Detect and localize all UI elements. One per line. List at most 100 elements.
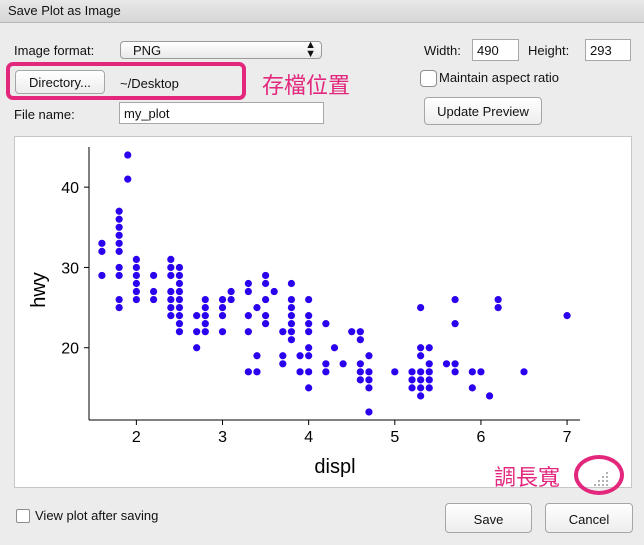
data-point [175,303,184,312]
directory-annotation: 存檔位置 [262,74,351,99]
data-point [408,368,416,376]
data-point [115,263,123,272]
data-point [253,352,261,360]
data-point [218,312,227,320]
y-tick-label: 40 [61,180,79,197]
data-point [305,352,313,360]
data-point [287,320,296,328]
data-point [563,312,571,320]
data-point [132,295,140,304]
data-point [115,271,123,280]
data-point [322,368,330,376]
data-point [425,384,433,392]
directory-button[interactable]: Directory... [15,70,105,94]
data-point [115,247,123,255]
image-format-value: PNG [133,43,162,58]
x-tick-label: 5 [390,429,399,446]
data-point [287,279,296,288]
data-point [287,303,296,312]
data-point [477,368,485,376]
data-point [417,344,425,352]
save-button[interactable]: Save [445,503,532,533]
data-point [132,279,140,288]
data-point [115,295,123,304]
data-point [132,263,140,272]
updown-arrows-icon: ▲ ▼ [305,39,316,60]
data-point [417,376,425,384]
data-point [253,368,261,376]
data-point [167,295,175,304]
data-point [115,223,123,231]
data-point [167,271,175,280]
data-point [150,295,158,304]
data-point [261,279,270,288]
x-axis-title: displ [314,456,355,478]
maintain-aspect-label: Maintain aspect ratio [439,70,559,85]
data-point [132,271,140,280]
x-tick-label: 7 [563,429,572,446]
data-point [201,295,209,304]
cancel-button[interactable]: Cancel [545,503,633,533]
data-point [175,295,184,304]
data-point [287,336,296,344]
data-point [348,328,356,336]
y-tick-label: 30 [61,260,79,277]
data-point [167,303,175,312]
data-point [451,368,459,376]
data-point [167,287,175,296]
data-point [296,352,304,360]
data-point [425,344,433,352]
data-point [115,239,123,247]
data-point [201,328,209,336]
data-point [425,360,433,368]
x-tick-label: 3 [218,429,227,446]
data-point [356,336,364,344]
data-point [175,271,184,280]
data-point [425,376,433,384]
data-point [167,255,175,264]
data-point [175,312,184,320]
resize-annotation: 調長寬 [494,466,561,491]
update-preview-button[interactable]: Update Preview [424,97,542,125]
data-point [356,328,364,336]
view-after-saving-checkbox[interactable] [16,509,30,523]
data-point [253,303,261,312]
maintain-aspect-checkbox[interactable] [420,70,437,87]
data-point [322,320,330,328]
data-point [132,287,140,296]
data-point [468,384,476,392]
data-point [167,263,175,272]
data-point [175,279,184,288]
data-point [408,376,416,384]
data-point [115,303,123,312]
file-name-input[interactable]: my_plot [119,102,324,124]
data-point [451,320,459,328]
height-input[interactable]: 293 [585,39,631,61]
y-tick-label: 20 [61,341,79,358]
data-point [305,328,313,336]
data-point [261,271,270,280]
data-point [279,360,287,368]
data-point [201,312,209,320]
data-point [218,303,227,312]
data-point [201,303,209,312]
data-point [365,376,373,384]
image-format-select[interactable]: PNG ▲ ▼ [120,39,322,60]
data-point [115,231,123,239]
data-point [365,352,373,360]
data-point [468,368,476,376]
image-format-label: Image format: [14,43,95,58]
data-point [261,295,270,304]
width-input[interactable]: 490 [472,39,519,61]
data-point [417,368,425,376]
data-point [391,368,399,376]
data-point [167,312,175,320]
data-point [244,328,252,336]
data-point [261,320,270,328]
resize-grip-icon[interactable] [588,466,610,488]
data-point [150,271,158,280]
data-point [520,368,528,376]
data-point [227,287,235,296]
y-axis-title: hwy [28,272,50,308]
data-point [279,328,287,336]
